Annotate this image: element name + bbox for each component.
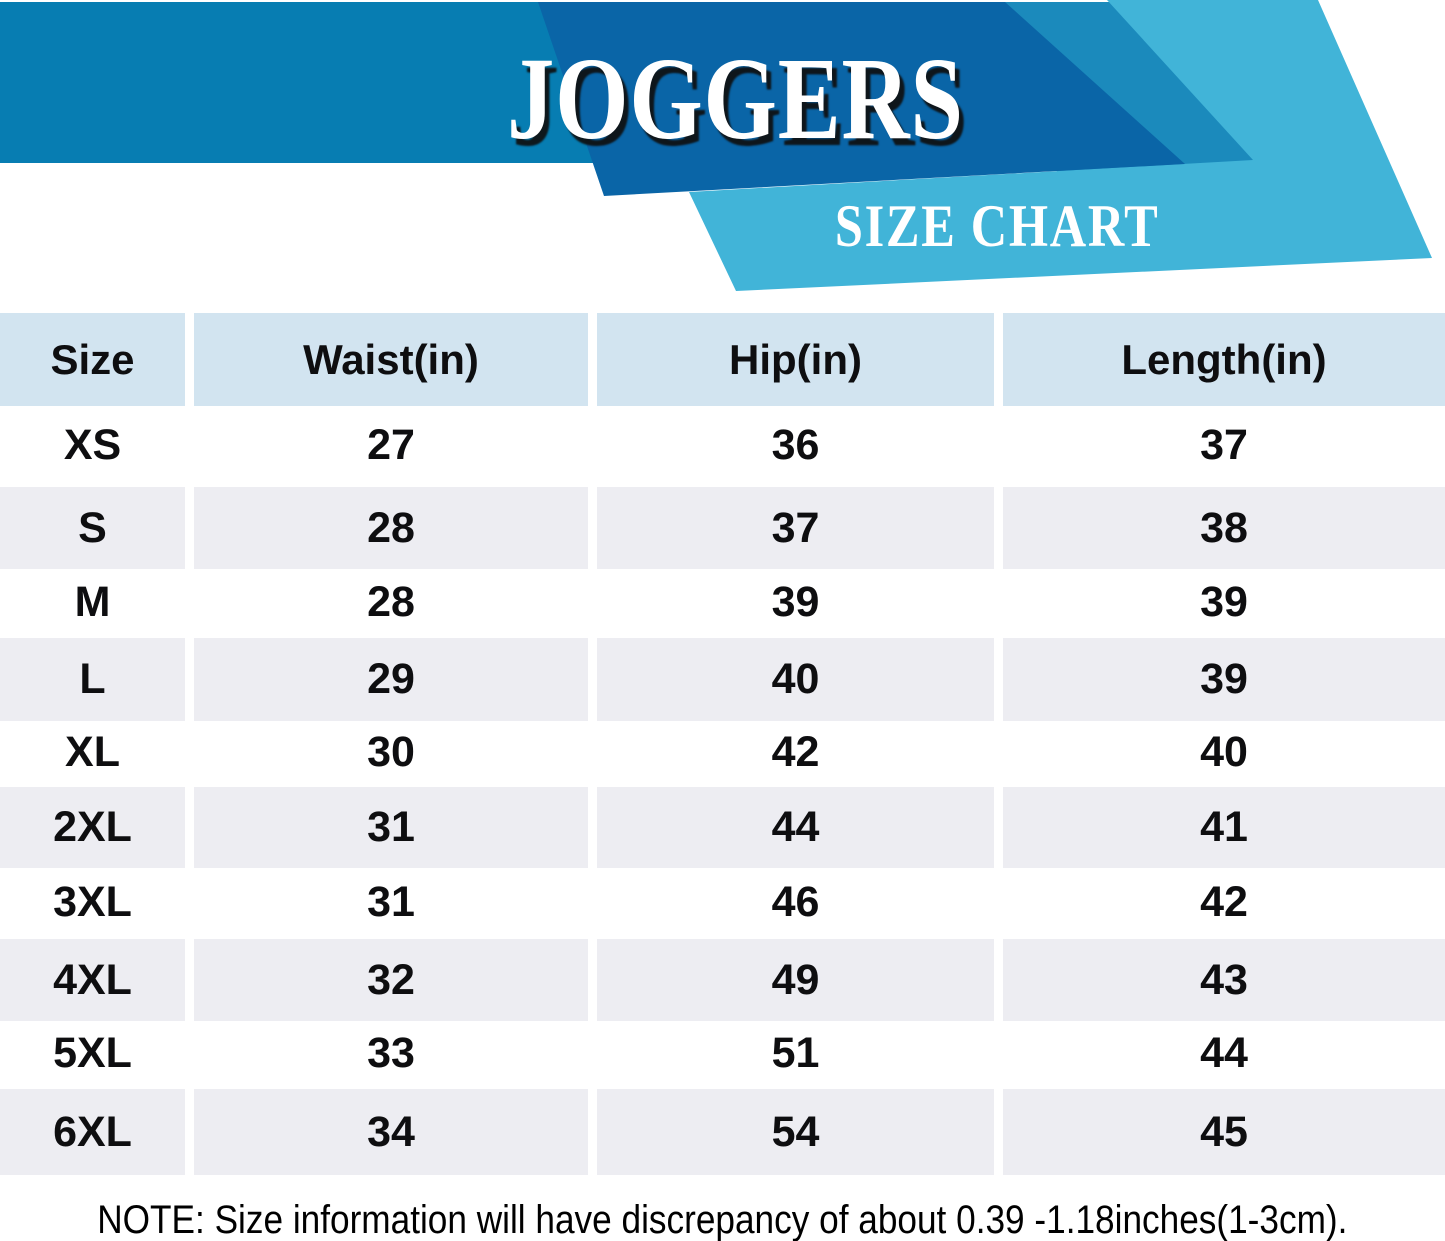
size-cell: XS bbox=[63, 420, 122, 469]
length-cell: 37 bbox=[1200, 420, 1248, 469]
hip-cell: 42 bbox=[771, 728, 820, 776]
hip-cell: 51 bbox=[771, 1028, 820, 1077]
table-row: 3XL 31 46 42 bbox=[0, 868, 1445, 936]
length-cell: 43 bbox=[1003, 939, 1445, 1021]
waist-cell: 31 bbox=[367, 877, 415, 926]
table-row: S 28 37 38 bbox=[0, 487, 1445, 569]
length-cell: 41 bbox=[1003, 787, 1445, 868]
size-cell: 3XL bbox=[53, 877, 132, 926]
page-subtitle-wrap: SIZE CHART bbox=[690, 196, 1304, 256]
header-cell-waist: Waist(in) bbox=[194, 313, 588, 406]
size-cell: 2XL bbox=[0, 787, 185, 868]
table-row: 5XL 33 51 44 bbox=[0, 1021, 1445, 1085]
size-cell: M bbox=[74, 577, 111, 626]
table-row: XS 27 36 37 bbox=[0, 406, 1445, 484]
table-header-row: Size Waist(in) Hip(in) Length(in) bbox=[0, 313, 1445, 406]
table-row: L 29 40 39 bbox=[0, 638, 1445, 721]
size-cell: 6XL bbox=[0, 1089, 185, 1175]
waist-cell: 34 bbox=[194, 1089, 588, 1175]
page-title-wrap: JOGGERS bbox=[0, 40, 1445, 158]
waist-cell: 32 bbox=[194, 939, 588, 1021]
hip-cell: 40 bbox=[597, 638, 994, 721]
page-subtitle: SIZE CHART bbox=[834, 193, 1160, 259]
table-row: 2XL 31 44 41 bbox=[0, 787, 1445, 868]
note-wrap: NOTE: Size information will have discrep… bbox=[0, 1196, 1445, 1241]
header-cell-size: Size bbox=[0, 313, 185, 406]
header-cell-length: Length(in) bbox=[1003, 313, 1445, 406]
waist-cell: 31 bbox=[194, 787, 588, 868]
length-cell: 40 bbox=[1200, 728, 1248, 776]
size-table: Size Waist(in) Hip(in) Length(in) XS 27 … bbox=[0, 313, 1445, 1175]
length-cell: 44 bbox=[1200, 1028, 1248, 1077]
waist-cell: 33 bbox=[367, 1028, 415, 1077]
waist-cell: 27 bbox=[367, 420, 415, 469]
header-cell-hip: Hip(in) bbox=[597, 313, 994, 406]
size-cell: 4XL bbox=[0, 939, 185, 1021]
size-cell: 5XL bbox=[53, 1028, 132, 1077]
size-cell: L bbox=[0, 638, 185, 721]
hip-cell: 36 bbox=[771, 420, 820, 469]
length-cell: 45 bbox=[1003, 1089, 1445, 1175]
table-row: 4XL 32 49 43 bbox=[0, 939, 1445, 1021]
hip-cell: 49 bbox=[597, 939, 994, 1021]
table-row: 6XL 34 54 45 bbox=[0, 1089, 1445, 1175]
length-cell: 39 bbox=[1200, 577, 1248, 626]
waist-cell: 28 bbox=[194, 487, 588, 569]
hip-cell: 39 bbox=[771, 577, 820, 626]
waist-cell: 30 bbox=[367, 728, 415, 776]
hip-cell: 44 bbox=[597, 787, 994, 868]
hip-cell: 37 bbox=[597, 487, 994, 569]
banner-cyan-ribbon-shape bbox=[689, 0, 1432, 291]
banner-dark-parallelogram-shape bbox=[538, 2, 1185, 196]
size-note: NOTE: Size information will have discrep… bbox=[97, 1198, 1348, 1241]
length-cell: 39 bbox=[1003, 638, 1445, 721]
hip-cell: 46 bbox=[771, 877, 820, 926]
size-cell: XL bbox=[65, 728, 120, 776]
table-row: M 28 39 39 bbox=[0, 569, 1445, 635]
page-title: JOGGERS bbox=[506, 33, 964, 164]
table-row: XL 30 42 40 bbox=[0, 721, 1445, 784]
hip-cell: 54 bbox=[597, 1089, 994, 1175]
banner-shapes bbox=[0, 0, 1432, 291]
length-cell: 42 bbox=[1200, 877, 1248, 926]
waist-cell: 28 bbox=[367, 577, 415, 626]
waist-cell: 29 bbox=[194, 638, 588, 721]
size-cell: S bbox=[0, 487, 185, 569]
length-cell: 38 bbox=[1003, 487, 1445, 569]
